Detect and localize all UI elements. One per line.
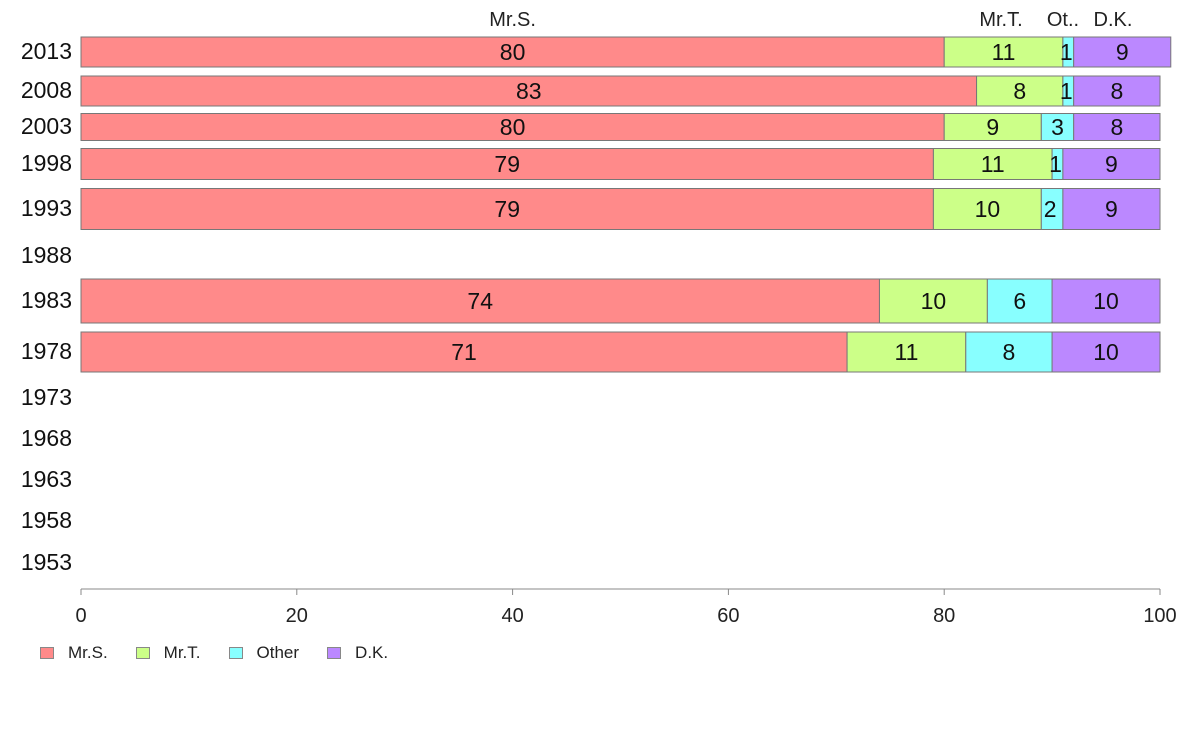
bar-1983-mrs [80, 278, 880, 324]
bar-1983-mrt [878, 278, 988, 324]
data-label-2008-dk: 8 [1110, 78, 1123, 104]
category-label-2003: 2003 [21, 113, 72, 139]
category-label-2013: 2013 [21, 38, 72, 64]
category-label-1978: 1978 [21, 338, 72, 364]
bar-2013-dk [1073, 36, 1172, 68]
bar-1978-dk [1051, 331, 1161, 373]
legend-label: D.K. [355, 643, 389, 662]
bar-2013-mrs [80, 36, 945, 68]
legend-item-other: Other [228, 643, 300, 663]
bar-1983-dk [1051, 278, 1161, 324]
data-label-2003-mrs: 80 [500, 114, 526, 140]
data-label-1983-mrs: 74 [467, 288, 493, 314]
data-label-2008-other: 1 [1060, 78, 1073, 104]
legend-label: Other [256, 643, 300, 662]
bar-1978-mrs [80, 331, 848, 373]
data-label-1998-mrs: 79 [494, 151, 520, 177]
data-label-1983-mrt: 10 [921, 288, 947, 314]
category-label-1993: 1993 [21, 195, 72, 221]
bar-2008-dk [1073, 75, 1161, 107]
legend-swatch [327, 647, 342, 659]
x-tick-label-0: 0 [75, 605, 86, 627]
bar-2013-mrt [943, 36, 1064, 68]
series-header-1: Mr.T. [979, 9, 1022, 31]
data-label-2008-mrt: 8 [1013, 78, 1026, 104]
series-header-2: Ot.. [1047, 9, 1079, 31]
bar-2003-other [1040, 113, 1075, 141]
data-label-1983-dk: 10 [1093, 288, 1119, 314]
data-label-2013-dk: 9 [1116, 39, 1129, 65]
category-label-1963: 1963 [21, 466, 72, 492]
category-label-1988: 1988 [21, 242, 72, 268]
bar-1998-dk [1062, 148, 1161, 180]
bar-2003-dk [1073, 113, 1161, 141]
bar-1978-other [965, 331, 1053, 373]
legend-label: Mr.S. [68, 643, 108, 662]
bar-1993-dk [1062, 188, 1161, 230]
data-label-2013-mrt: 11 [992, 39, 1016, 65]
data-label-1998-other: 1 [1049, 151, 1062, 177]
legend-swatch [228, 647, 243, 659]
bar-2003-mrt [943, 113, 1042, 141]
legend: Mr.S. Mr.T. Other D.K. [40, 643, 416, 663]
data-label-2003-mrt: 9 [986, 114, 999, 140]
series-header-3: D.K. [1094, 9, 1133, 31]
data-label-2003-dk: 8 [1110, 114, 1123, 140]
data-label-2013-other: 1 [1060, 39, 1073, 65]
data-label-1978-other: 8 [1003, 339, 1016, 365]
bar-2008-mrt [976, 75, 1064, 107]
x-tick-label-60: 60 [717, 605, 739, 627]
legend-item-mrt: Mr.T. [135, 643, 201, 663]
bar-1998-mrt [932, 148, 1053, 180]
bar-1983-other [986, 278, 1053, 324]
category-label-1958: 1958 [21, 507, 72, 533]
data-label-1983-other: 6 [1013, 288, 1026, 314]
bar-1978-mrt [846, 331, 967, 373]
data-label-1978-dk: 10 [1093, 339, 1119, 365]
data-label-1998-dk: 9 [1105, 151, 1118, 177]
bar-1998-mrs [80, 148, 934, 180]
data-label-2013-mrs: 80 [500, 39, 526, 65]
data-label-1993-mrt: 10 [975, 196, 1001, 222]
legend-item-mrs: Mr.S. [40, 643, 108, 663]
data-label-1978-mrt: 11 [894, 339, 918, 365]
data-label-1993-dk: 9 [1105, 196, 1118, 222]
legend-swatch [135, 647, 150, 659]
data-label-2008-mrs: 83 [516, 78, 542, 104]
category-label-1998: 1998 [21, 150, 72, 176]
legend-label: Mr.T. [163, 643, 201, 662]
data-label-1998-mrt: 11 [981, 151, 1005, 177]
series-header-0: Mr.S. [489, 9, 536, 31]
data-label-1993-mrs: 79 [494, 196, 520, 222]
x-tick-label-80: 80 [933, 605, 955, 627]
data-label-2003-other: 3 [1051, 114, 1064, 140]
x-tick-label-100: 100 [1143, 605, 1176, 627]
category-label-1953: 1953 [21, 549, 72, 575]
bar-1993-mrt [932, 188, 1042, 230]
legend-item-dk: D.K. [327, 643, 388, 663]
category-label-1973: 1973 [21, 384, 72, 410]
category-label-1983: 1983 [21, 287, 72, 313]
legend-swatch [40, 647, 54, 659]
category-label-1968: 1968 [21, 425, 72, 451]
x-tick-label-40: 40 [501, 605, 523, 627]
bar-2003-mrs [80, 113, 945, 141]
data-label-1993-other: 2 [1044, 196, 1057, 222]
category-label-2008: 2008 [21, 77, 72, 103]
data-label-1978-mrs: 71 [451, 339, 477, 365]
x-tick-label-20: 20 [286, 605, 308, 627]
